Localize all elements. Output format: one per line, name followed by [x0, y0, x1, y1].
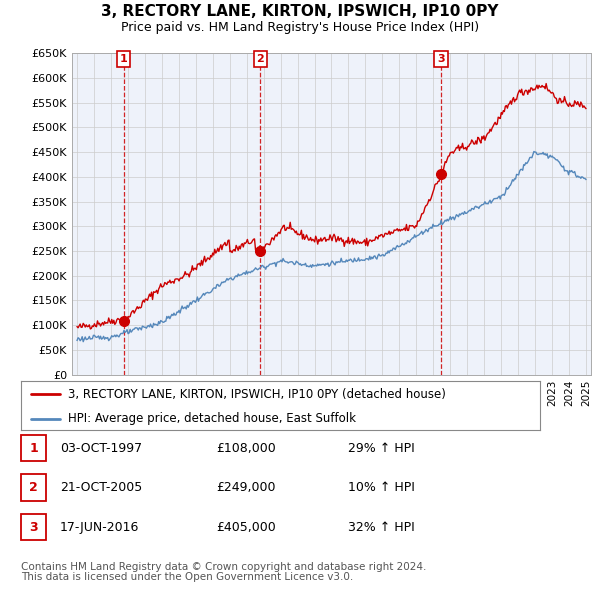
- Text: £405,000: £405,000: [216, 520, 276, 534]
- Text: 1: 1: [29, 441, 38, 455]
- Text: 29% ↑ HPI: 29% ↑ HPI: [348, 441, 415, 455]
- Text: 3: 3: [29, 520, 38, 534]
- Text: 2: 2: [256, 54, 264, 64]
- Text: 3, RECTORY LANE, KIRTON, IPSWICH, IP10 0PY (detached house): 3, RECTORY LANE, KIRTON, IPSWICH, IP10 0…: [68, 388, 446, 401]
- Text: 1: 1: [120, 54, 128, 64]
- Text: Contains HM Land Registry data © Crown copyright and database right 2024.: Contains HM Land Registry data © Crown c…: [21, 562, 427, 572]
- Text: Price paid vs. HM Land Registry's House Price Index (HPI): Price paid vs. HM Land Registry's House …: [121, 21, 479, 34]
- Text: 03-OCT-1997: 03-OCT-1997: [60, 441, 142, 455]
- Text: 10% ↑ HPI: 10% ↑ HPI: [348, 481, 415, 494]
- Text: HPI: Average price, detached house, East Suffolk: HPI: Average price, detached house, East…: [68, 412, 356, 425]
- Text: 2: 2: [29, 481, 38, 494]
- Text: This data is licensed under the Open Government Licence v3.0.: This data is licensed under the Open Gov…: [21, 572, 353, 582]
- Text: 3, RECTORY LANE, KIRTON, IPSWICH, IP10 0PY: 3, RECTORY LANE, KIRTON, IPSWICH, IP10 0…: [101, 4, 499, 19]
- Text: 17-JUN-2016: 17-JUN-2016: [60, 520, 139, 534]
- Text: 21-OCT-2005: 21-OCT-2005: [60, 481, 142, 494]
- Text: 3: 3: [437, 54, 445, 64]
- Text: £249,000: £249,000: [216, 481, 275, 494]
- Text: £108,000: £108,000: [216, 441, 276, 455]
- Text: 32% ↑ HPI: 32% ↑ HPI: [348, 520, 415, 534]
